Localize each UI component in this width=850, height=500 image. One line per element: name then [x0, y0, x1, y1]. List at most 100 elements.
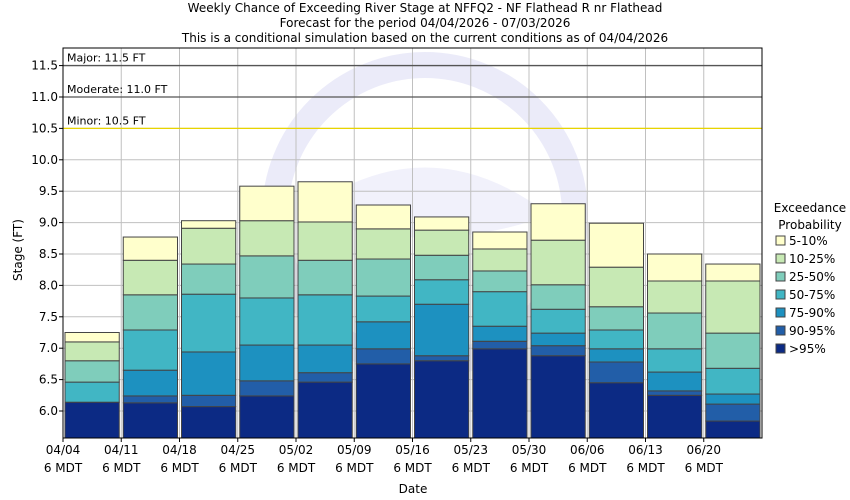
bar-segment-05/02-75-90%	[297, 344, 353, 374]
legend-swatch	[775, 307, 786, 318]
bar-segment-06/20->95%	[705, 420, 761, 439]
y-tick-label: 11.0	[31, 90, 58, 104]
legend-label: 75-90%	[789, 306, 835, 320]
y-tick-label: 9.0	[39, 216, 58, 230]
x-tick-label: 05/09	[337, 443, 372, 457]
bar-segment-05/09-75-90%	[355, 321, 411, 350]
bar-segment-05/09-25-50%	[355, 258, 411, 297]
bar-segment-05/23-75-90%	[472, 325, 528, 342]
bar-segment-04/18-10-25%	[181, 227, 237, 265]
bar-segment-05/30-50-75%	[530, 308, 586, 334]
x-tick-label: 06/13	[628, 443, 663, 457]
y-tick-label: 7.5	[39, 310, 58, 324]
bar-segment-04/18-75-90%	[181, 351, 237, 396]
legend-swatch	[775, 343, 786, 354]
bar-segment-06/13-25-50%	[647, 312, 703, 350]
bar-segment-06/13->95%	[647, 394, 703, 439]
x-tick-sublabel: 6 MDT	[685, 461, 724, 475]
bar-segment-05/16-50-75%	[414, 279, 470, 305]
chart-title-line-1: Weekly Chance of Exceeding River Stage a…	[188, 1, 663, 15]
threshold-label: Moderate: 11.0 FT	[67, 83, 168, 96]
bar-segment-04/11-75-90%	[122, 369, 178, 397]
bar-segment-05/02-5-10%	[297, 181, 353, 223]
bar-segment-06/06-5-10%	[588, 222, 644, 268]
bar-segment-05/02->95%	[297, 381, 353, 439]
x-tick-sublabel: 6 MDT	[44, 461, 83, 475]
bar-segment-06/20-75-90%	[705, 393, 761, 405]
bar-segment-04/18-25-50%	[181, 263, 237, 295]
y-tick-label: 6.5	[39, 373, 58, 387]
y-tick-label: 10.5	[31, 121, 58, 135]
bar-segment-04/04-5-10%	[64, 331, 120, 343]
bar-segment-06/20-10-25%	[705, 280, 761, 334]
bar-segment-05/02-90-95%	[297, 372, 353, 383]
y-tick-label: 7.0	[39, 341, 58, 355]
bar-segment-05/23->95%	[472, 348, 528, 439]
bar-segment-05/02-25-50%	[297, 259, 353, 296]
x-tick-label: 05/16	[395, 443, 430, 457]
bar-segment-05/09-90-95%	[355, 348, 411, 365]
bar-segment-05/16-10-25%	[414, 229, 470, 256]
legend-label: 5-10%	[789, 234, 828, 248]
bar-segment-04/04-50-75%	[64, 381, 120, 403]
legend-swatch	[775, 325, 786, 336]
bar-segment-06/06->95%	[588, 382, 644, 439]
bar-segment-05/09->95%	[355, 363, 411, 439]
bar-segment-04/25-50-75%	[239, 297, 295, 346]
bar-segment-05/30-5-10%	[530, 203, 586, 241]
bar-segment-05/16-5-10%	[414, 216, 470, 231]
legend-swatch	[775, 289, 786, 300]
bar-segment-05/16-25-50%	[414, 254, 470, 281]
bar-segment-05/02-50-75%	[297, 294, 353, 346]
x-tick-label: 05/23	[453, 443, 488, 457]
bar-segment-05/30-75-90%	[530, 332, 586, 347]
bar-segment-05/23-25-50%	[472, 270, 528, 293]
x-tick-label: 05/02	[279, 443, 314, 457]
x-tick-label: 04/04	[46, 443, 81, 457]
bar-segment-04/25-75-90%	[239, 344, 295, 382]
bar-segment-04/25-5-10%	[239, 185, 295, 222]
bar-segment-04/04->95%	[64, 401, 120, 439]
legend-swatch	[775, 271, 786, 282]
bar-segment-04/18-50-75%	[181, 293, 237, 353]
bar-segment-05/30-25-50%	[530, 284, 586, 310]
x-tick-sublabel: 6 MDT	[510, 461, 549, 475]
bar-segment-06/20-50-75%	[705, 367, 761, 395]
y-tick-label: 6.0	[39, 404, 58, 418]
bar-segment-05/23-90-95%	[472, 340, 528, 350]
bar-segment-04/18-90-95%	[181, 394, 237, 408]
y-tick-label: 8.5	[39, 247, 58, 261]
bar-segment-04/11->95%	[122, 402, 178, 439]
bar-segment-06/20-90-95%	[705, 403, 761, 422]
bar-segment-04/25-90-95%	[239, 380, 295, 397]
x-tick-label: 04/11	[104, 443, 139, 457]
bar-segment-04/11-25-50%	[122, 294, 178, 331]
bar-segment-06/06-25-50%	[588, 306, 644, 331]
x-tick-sublabel: 6 MDT	[335, 461, 374, 475]
bar-segment-05/16-90-95%	[414, 355, 470, 362]
bar-segment-06/13-50-75%	[647, 348, 703, 373]
plot-border	[62, 47, 763, 439]
y-tick-label: 8.0	[39, 278, 58, 292]
bar-segment-06/06-75-90%	[588, 348, 644, 363]
bar-segment-04/25-10-25%	[239, 220, 295, 257]
bar-segment-05/23-50-75%	[472, 291, 528, 327]
legend-swatch	[775, 253, 786, 264]
legend-title-1: Exceedance	[774, 201, 846, 215]
x-tick-sublabel: 6 MDT	[160, 461, 199, 475]
threshold-label: Minor: 10.5 FT	[67, 114, 146, 127]
chart-title-line-3: This is a conditional simulation based o…	[181, 31, 668, 45]
bar-segment-04/25-25-50%	[239, 255, 295, 299]
x-tick-sublabel: 6 MDT	[626, 461, 665, 475]
x-tick-sublabel: 6 MDT	[452, 461, 491, 475]
x-tick-sublabel: 6 MDT	[568, 461, 607, 475]
bar-segment-06/06-90-95%	[588, 361, 644, 384]
bar-segment-05/23-5-10%	[472, 231, 528, 250]
x-tick-sublabel: 6 MDT	[277, 461, 316, 475]
y-axis-label: Stage (FT)	[11, 219, 25, 281]
legend-label: 25-50%	[789, 270, 835, 284]
bar-segment-04/04-25-50%	[64, 360, 120, 383]
chart-title-line-2: Forecast for the period 04/04/2026 - 07/…	[280, 16, 571, 30]
x-tick-sublabel: 6 MDT	[393, 461, 432, 475]
